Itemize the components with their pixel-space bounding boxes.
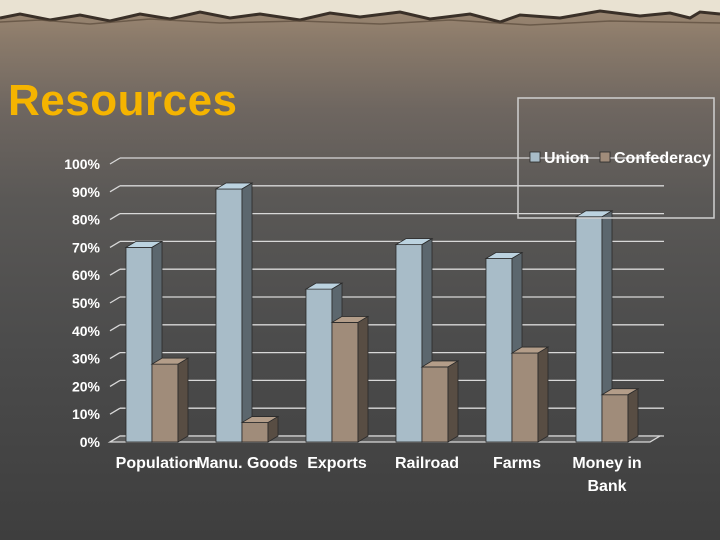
bar-side <box>447 360 459 443</box>
bar-confederacy-money-in-bank <box>600 388 640 443</box>
bar-front <box>305 288 333 443</box>
y-tick-label: 40% <box>72 323 101 339</box>
bar-front <box>151 363 179 443</box>
bar-side <box>241 182 253 443</box>
bar-front <box>125 246 153 443</box>
bar-union-money-in-bank <box>574 210 614 443</box>
x-category-label: Railroad <box>395 455 459 472</box>
gridline-depth <box>109 352 121 360</box>
x-category-label: Bank <box>587 478 626 495</box>
x-category-label: Exports <box>307 455 367 472</box>
bar-front <box>331 322 359 443</box>
y-tick-label: 10% <box>72 406 101 422</box>
gridline-depth <box>109 324 121 332</box>
bar-front <box>215 188 243 443</box>
bar-front <box>421 366 449 443</box>
y-tick-label: 0% <box>80 434 101 450</box>
bar-front <box>511 352 539 443</box>
legend-swatch-confederacy <box>599 151 611 163</box>
gridline-depth <box>109 379 121 387</box>
y-tick-label: 100% <box>64 156 100 172</box>
bar-union-railroad <box>394 237 434 443</box>
bar-side <box>357 315 369 443</box>
gridline-depth <box>109 296 121 304</box>
bar-side <box>627 388 639 443</box>
y-tick-label: 90% <box>72 184 101 200</box>
x-category-label: Farms <box>493 455 541 472</box>
bar-front <box>575 216 603 443</box>
y-tick-label: 30% <box>72 351 101 367</box>
bar-confederacy-railroad <box>420 360 460 443</box>
gridline-depth <box>109 407 121 415</box>
bar-side <box>177 357 189 443</box>
legend-label-confederacy: Confederacy <box>614 150 711 167</box>
bar-side <box>267 415 279 443</box>
legend-box <box>517 97 715 219</box>
y-tick-label: 20% <box>72 378 101 394</box>
y-tick-label: 60% <box>72 267 101 283</box>
bar-side <box>537 346 549 443</box>
bar-front <box>601 394 629 443</box>
bar-front <box>485 258 513 443</box>
y-tick-label: 50% <box>72 295 101 311</box>
gridline-depth <box>109 185 121 193</box>
bar-union-manu-goods <box>214 182 254 443</box>
x-category-label: Population <box>116 455 199 472</box>
gridline-depth <box>109 240 121 248</box>
bar-confederacy-manu-goods <box>240 415 280 443</box>
torn-paper-edge <box>0 0 720 26</box>
bar-confederacy-farms <box>510 346 550 443</box>
x-category-label: Manu. Goods <box>196 455 297 472</box>
x-category-label: Money in <box>572 455 641 472</box>
bar-front <box>241 422 269 443</box>
bar-front <box>395 244 423 443</box>
gridline-depth <box>109 213 121 221</box>
legend-label-union: Union <box>544 150 589 167</box>
slide-title: Resources <box>8 76 238 125</box>
y-tick-label: 80% <box>72 212 101 228</box>
bar-confederacy-population <box>150 357 190 443</box>
legend-swatch-union <box>529 151 541 163</box>
bar-confederacy-exports <box>330 315 370 443</box>
gridline-depth <box>109 157 121 165</box>
y-tick-label: 70% <box>72 239 101 255</box>
gridline-depth <box>109 268 121 276</box>
